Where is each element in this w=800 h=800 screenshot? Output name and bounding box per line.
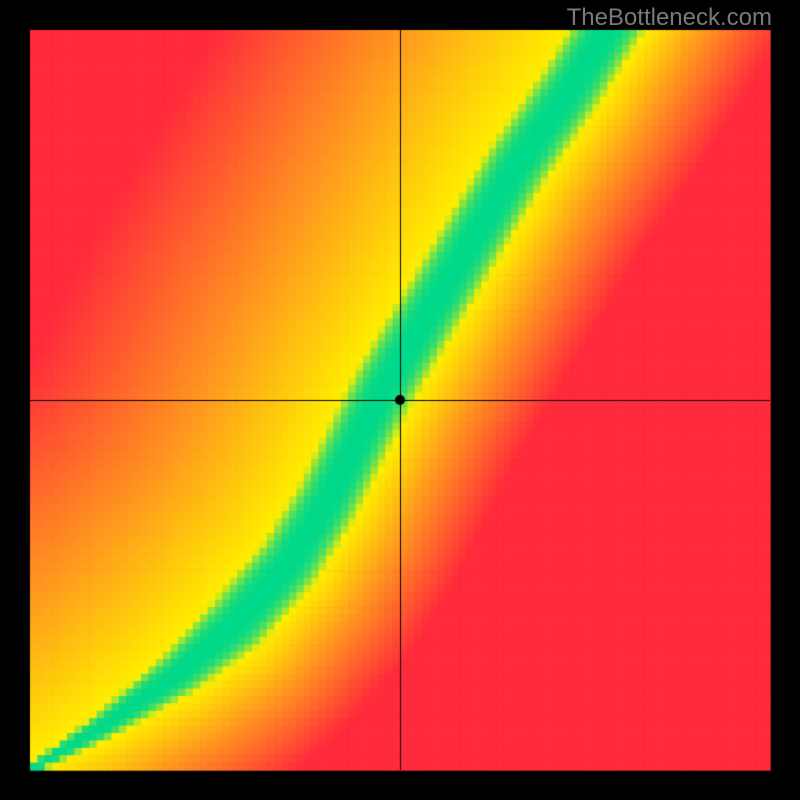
watermark-text: TheBottleneck.com [567, 4, 772, 32]
bottleneck-heatmap-canvas [0, 0, 800, 800]
chart-container: TheBottleneck.com [0, 0, 800, 800]
